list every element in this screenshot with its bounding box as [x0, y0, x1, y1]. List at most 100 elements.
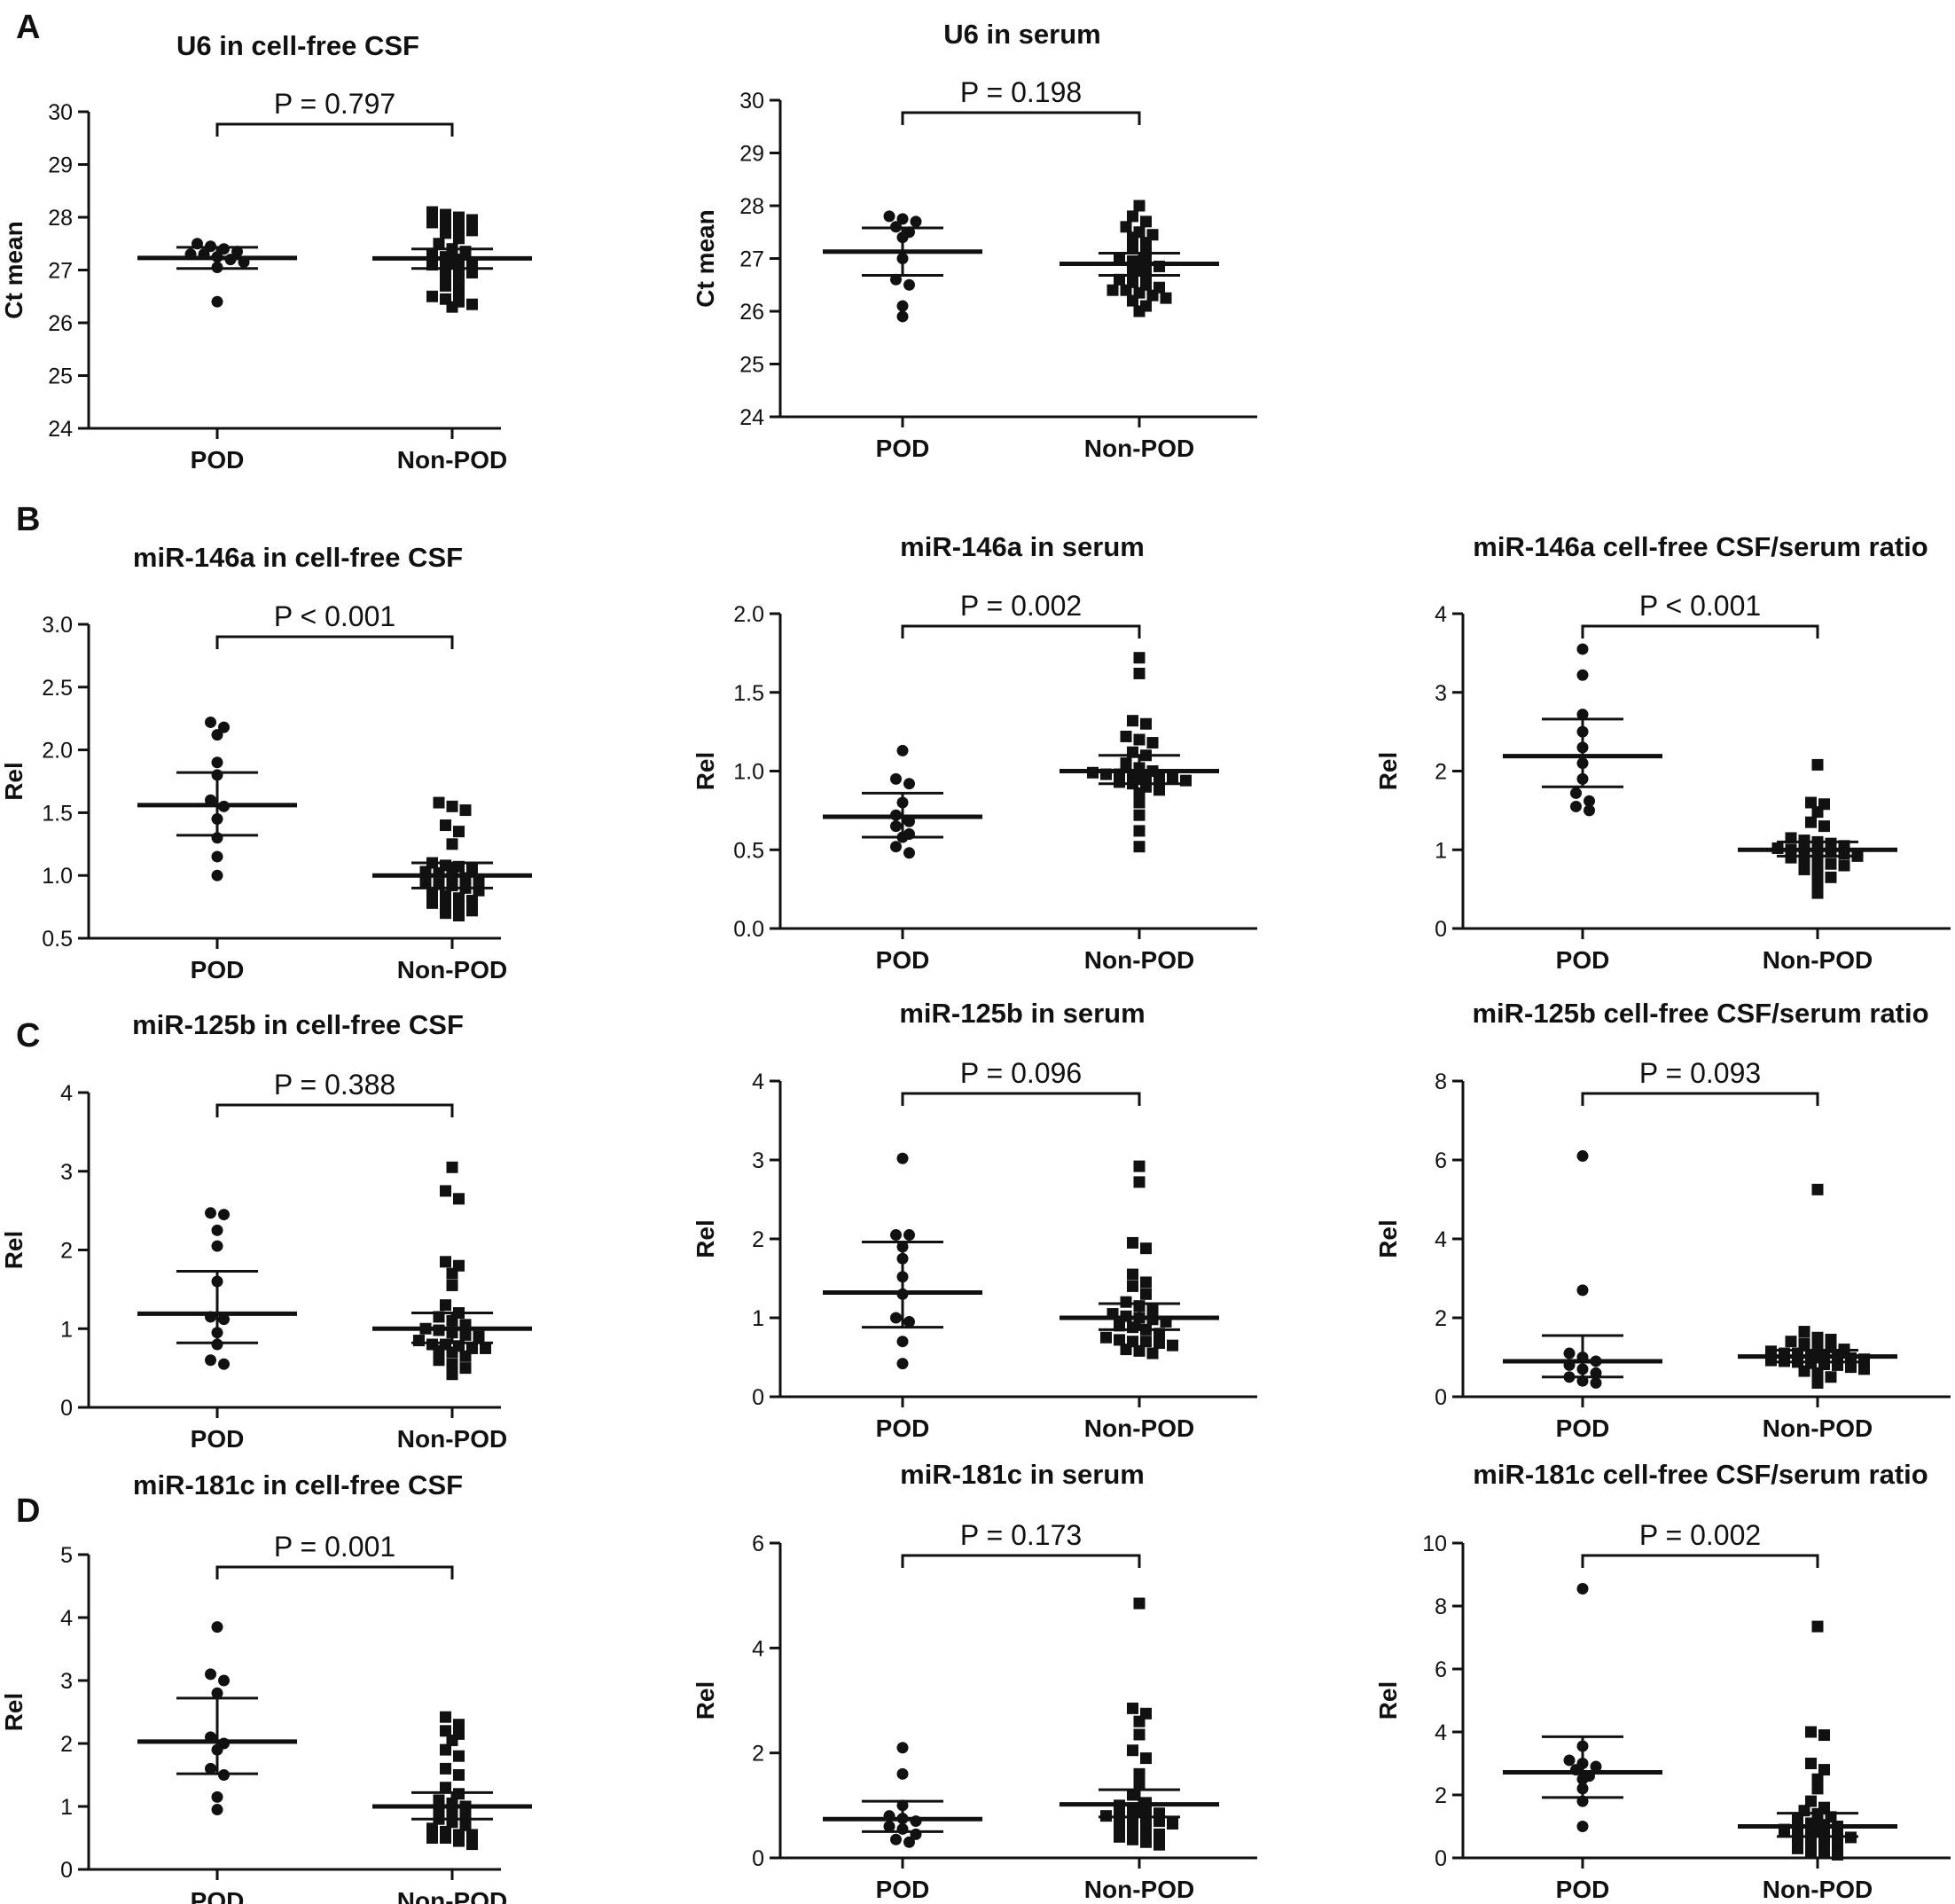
data-point-non-pod	[459, 1362, 472, 1375]
data-point-non-pod	[1107, 284, 1119, 296]
data-point-pod	[1576, 709, 1589, 721]
data-point-non-pod	[1140, 237, 1152, 249]
y-axis-label: Ct mean	[692, 209, 719, 307]
data-point-non-pod	[459, 1328, 472, 1341]
chart-a1: U6 in cell-free CSF 24 25 26 27 28 29 30 Ct mean…	[0, 30, 532, 474]
data-point-pod	[205, 716, 216, 728]
x-tick-label-non-pod: Non-POD	[397, 956, 507, 983]
data-point-pod	[1576, 669, 1589, 681]
y-tick-label: 27	[48, 259, 73, 284]
y-tick-label: 2.5	[42, 676, 73, 701]
data-point-non-pod	[459, 1350, 472, 1362]
data-point-non-pod	[1825, 1371, 1837, 1383]
significance-bracket	[901, 1554, 1141, 1568]
x-tick-label-non-pod: Non-POD	[1084, 1414, 1194, 1442]
data-point-non-pod	[1133, 796, 1146, 809]
data-point-non-pod	[453, 1750, 465, 1762]
data-point-non-pod	[446, 301, 458, 313]
data-point-non-pod	[1127, 1280, 1138, 1292]
data-point-non-pod	[1133, 200, 1146, 212]
data-point-non-pod	[1146, 289, 1159, 302]
y-tick-label: 24	[48, 417, 73, 442]
data-point-pod	[896, 744, 909, 756]
y-tick-label: 3	[752, 1148, 764, 1173]
data-point-non-pod	[453, 211, 465, 223]
y-tick-label: 29	[48, 153, 73, 178]
data-point-non-pod	[1818, 1837, 1830, 1850]
y-axis-label: Rel	[0, 1693, 27, 1732]
data-point-non-pod	[1825, 858, 1837, 870]
data-point-non-pod	[1811, 1183, 1824, 1195]
y-axis-label: Rel	[1374, 752, 1402, 791]
data-point-non-pod	[1146, 1347, 1159, 1359]
data-point-non-pod	[1153, 1838, 1165, 1851]
data-point-non-pod	[1811, 1773, 1824, 1785]
data-point-non-pod	[1120, 221, 1132, 233]
y-tick-label: 1	[60, 1795, 73, 1820]
data-point-pod	[896, 1152, 909, 1164]
chart-title: miR-146a cell-free CSF/serum ratio	[1473, 531, 1928, 562]
data-point-pod	[896, 300, 909, 312]
data-point-non-pod	[473, 1330, 485, 1343]
data-point-non-pod	[1133, 1715, 1146, 1728]
data-point-pod	[211, 1804, 223, 1816]
data-point-non-pod	[1133, 825, 1146, 837]
data-point-non-pod	[1120, 1344, 1132, 1356]
data-point-non-pod	[466, 895, 478, 907]
data-point-non-pod	[1120, 1296, 1132, 1308]
data-point-pod	[896, 1358, 909, 1370]
data-point-non-pod	[1153, 1828, 1165, 1840]
data-point-non-pod	[446, 1279, 458, 1291]
significance-bracket	[215, 635, 454, 649]
x-tick-label-non-pod: Non-POD	[1763, 1414, 1873, 1442]
significance-bracket	[901, 1092, 1141, 1106]
data-point-non-pod	[1798, 1365, 1810, 1377]
chart-title: miR-146a in cell-free CSF	[133, 542, 463, 573]
data-point-non-pod	[1811, 877, 1824, 889]
data-point-non-pod	[1140, 1288, 1152, 1300]
x-tick-label-non-pod: Non-POD	[1084, 1876, 1194, 1903]
data-point-non-pod	[453, 222, 465, 234]
chart-title: miR-181c in cell-free CSF	[133, 1469, 463, 1500]
significance-bracket	[215, 1565, 454, 1579]
y-tick-label: 4	[1435, 602, 1447, 627]
data-point-non-pod	[440, 1832, 451, 1844]
y-tick-label: 8	[1435, 1070, 1447, 1094]
chart-c3: miR-125b cell-free CSF/serum ratio 0 2 4 6 8 R…	[1374, 998, 1951, 1442]
y-tick-label: 2	[752, 1227, 764, 1252]
p-value-label: P = 0.173	[960, 1519, 1082, 1551]
y-tick-label: 0	[1435, 1846, 1447, 1871]
data-point-non-pod	[426, 1822, 438, 1835]
y-tick-label: 25	[739, 353, 764, 378]
data-point-non-pod	[466, 224, 478, 237]
y-axis-label: Rel	[0, 762, 27, 801]
data-point-pod	[1576, 643, 1589, 655]
data-point-pod	[1563, 1347, 1576, 1359]
data-point-non-pod	[1805, 1845, 1817, 1858]
data-point-non-pod	[446, 838, 458, 850]
y-tick-label: 4	[752, 1636, 764, 1661]
x-tick-label-pod: POD	[191, 1425, 245, 1453]
data-point-pod	[903, 1836, 915, 1848]
data-point-non-pod	[1127, 210, 1138, 223]
y-tick-label: 1.0	[42, 864, 73, 889]
data-point-non-pod	[1811, 806, 1824, 819]
panel-letter-b: B	[16, 501, 41, 538]
p-value-label: P = 0.797	[274, 88, 395, 120]
data-point-pod	[883, 210, 895, 223]
data-point-non-pod	[1140, 772, 1152, 784]
data-point-pod	[1584, 795, 1595, 807]
data-point-pod	[903, 278, 915, 291]
y-tick-label: 0	[1435, 917, 1447, 942]
significance-bracket	[901, 624, 1141, 639]
data-point-non-pod	[446, 800, 458, 812]
data-point-non-pod	[1811, 1339, 1824, 1352]
data-point-non-pod	[1140, 1336, 1152, 1348]
data-point-pod	[896, 1767, 909, 1780]
data-point-pod	[211, 295, 223, 308]
data-point-non-pod	[466, 1829, 478, 1841]
p-value-label: P = 0.198	[960, 76, 1082, 108]
data-point-non-pod	[413, 1335, 425, 1347]
data-point-non-pod	[1140, 717, 1152, 730]
